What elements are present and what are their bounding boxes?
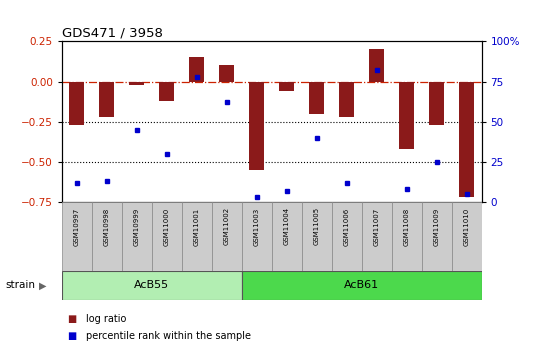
Bar — [399, 81, 414, 149]
Bar — [122, 202, 152, 271]
Text: GSM11003: GSM11003 — [254, 207, 260, 246]
Bar — [279, 81, 294, 91]
Bar — [152, 202, 182, 271]
Bar — [242, 202, 272, 271]
Bar — [219, 66, 234, 81]
Text: GSM11008: GSM11008 — [404, 207, 409, 246]
Text: ■: ■ — [67, 332, 76, 341]
Bar — [362, 202, 392, 271]
Text: AcB61: AcB61 — [344, 280, 379, 290]
Text: GSM11001: GSM11001 — [194, 207, 200, 246]
Bar — [272, 202, 302, 271]
Bar — [249, 81, 264, 170]
Bar — [302, 202, 331, 271]
Bar — [309, 81, 324, 114]
Text: GSM11002: GSM11002 — [224, 207, 230, 246]
Text: GDS471 / 3958: GDS471 / 3958 — [62, 27, 162, 40]
Text: GSM10999: GSM10999 — [134, 207, 140, 246]
Bar — [62, 202, 92, 271]
Text: GSM11007: GSM11007 — [373, 207, 380, 246]
Bar — [369, 49, 384, 81]
Bar — [100, 81, 114, 117]
Bar — [422, 202, 451, 271]
Text: GSM10997: GSM10997 — [74, 207, 80, 246]
Text: GSM11006: GSM11006 — [344, 207, 350, 246]
Text: GSM11009: GSM11009 — [434, 207, 440, 246]
Bar — [392, 202, 422, 271]
Bar — [429, 81, 444, 125]
Text: GSM10998: GSM10998 — [104, 207, 110, 246]
Bar — [242, 271, 482, 300]
Bar — [331, 202, 362, 271]
Bar — [212, 202, 242, 271]
Text: GSM11000: GSM11000 — [164, 207, 170, 246]
Text: GSM11004: GSM11004 — [284, 207, 289, 246]
Text: ▶: ▶ — [39, 280, 46, 290]
Text: GSM11005: GSM11005 — [314, 207, 320, 246]
Bar — [159, 81, 174, 101]
Bar — [182, 202, 212, 271]
Bar — [339, 81, 354, 117]
Bar — [129, 81, 144, 85]
Bar — [69, 81, 84, 125]
Bar — [92, 202, 122, 271]
Bar — [451, 202, 482, 271]
Bar — [459, 81, 474, 197]
Text: percentile rank within the sample: percentile rank within the sample — [86, 332, 251, 341]
Text: AcB55: AcB55 — [134, 280, 169, 290]
Text: GSM11010: GSM11010 — [464, 207, 470, 246]
Text: ■: ■ — [67, 314, 76, 324]
Text: log ratio: log ratio — [86, 314, 126, 324]
Bar — [189, 57, 204, 81]
Text: strain: strain — [5, 280, 36, 290]
Bar — [62, 271, 242, 300]
